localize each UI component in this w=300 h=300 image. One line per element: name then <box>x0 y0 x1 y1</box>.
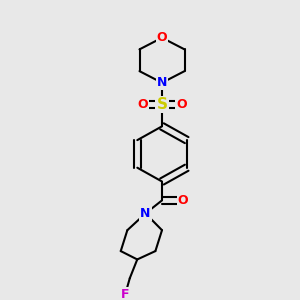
Text: O: O <box>178 194 188 207</box>
Text: O: O <box>137 98 148 111</box>
Text: N: N <box>140 207 151 220</box>
Text: O: O <box>157 31 167 44</box>
Text: N: N <box>157 76 167 89</box>
Text: O: O <box>176 98 187 111</box>
Text: F: F <box>121 288 130 300</box>
Text: S: S <box>157 97 167 112</box>
Text: N: N <box>157 76 167 89</box>
